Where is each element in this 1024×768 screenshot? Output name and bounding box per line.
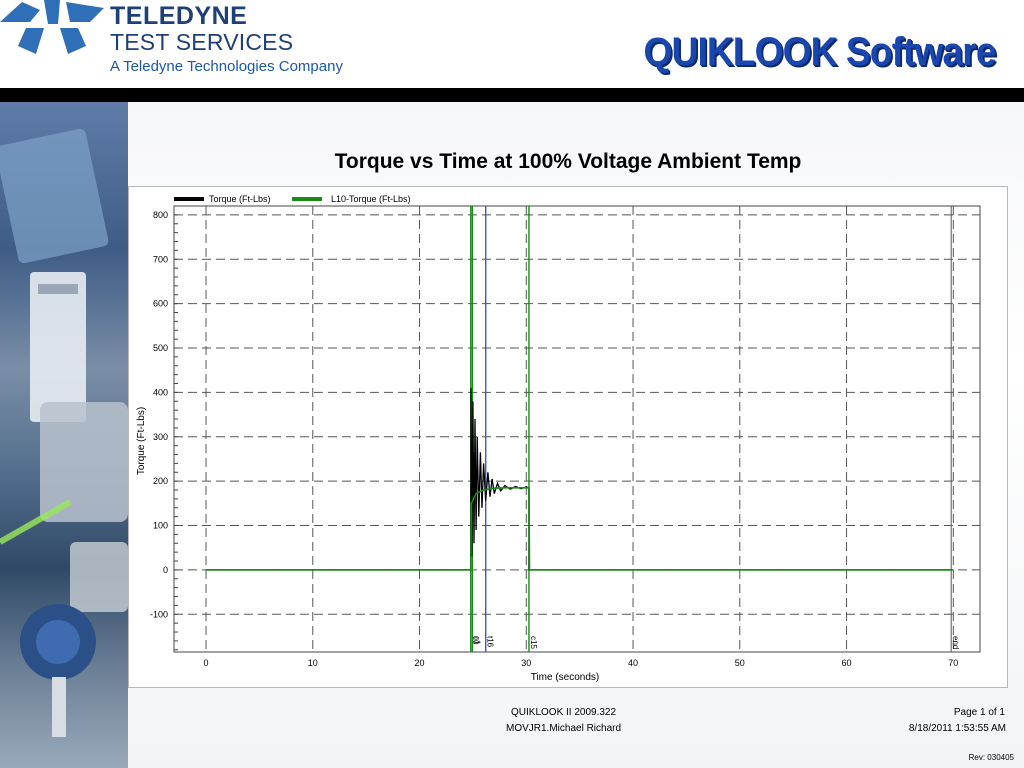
marker-label-t16: t16	[486, 636, 495, 648]
y-tick-label: 200	[153, 476, 168, 486]
software-version: QUIKLOOK II 2009.322	[511, 707, 617, 718]
page-number: Page 1 of 1	[953, 707, 1005, 718]
y-tick-label: 700	[153, 254, 168, 264]
x-tick-label: 10	[308, 658, 318, 668]
header: TELEDYNE TEST SERVICES A Teledyne Techno…	[0, 0, 1024, 88]
x-tick-label: 60	[842, 658, 852, 668]
marker-label-c1: c1	[472, 636, 481, 645]
teledyne-logo-icon	[0, 0, 104, 54]
y-tick-label: -100	[150, 609, 168, 619]
x-tick-label: 0	[204, 658, 209, 668]
revision: Rev: 030405	[968, 753, 1014, 762]
marker-label-end: end	[951, 636, 960, 649]
y-tick-label: 600	[153, 299, 168, 309]
series-line-l10-torque	[206, 487, 954, 571]
y-tick-label: 800	[153, 210, 168, 220]
marker-label-c15: c15	[529, 636, 538, 649]
y-tick-label: 100	[153, 521, 168, 531]
x-tick-label: 50	[735, 658, 745, 668]
page-title: Torque vs Time at 100% Voltage Ambient T…	[334, 150, 802, 173]
chart-panel: 0 10 20 30 40 50 60 70 -100 0 100 200 300 400 500 600 70…	[128, 186, 1008, 688]
plot-area	[173, 205, 981, 653]
y-tick-label: 500	[153, 343, 168, 353]
y-axis-label: Torque (Ft-Lbs)	[136, 407, 147, 475]
file-name: MOVJR1.Michael Richard	[506, 723, 622, 734]
x-axis-label: Time (seconds)	[531, 672, 600, 683]
marker-label-c0: c0	[471, 636, 480, 645]
x-tick-label: 30	[521, 658, 531, 668]
brand-name: TELEDYNE	[110, 2, 248, 30]
brand-subtitle: TEST SERVICES	[110, 29, 294, 55]
legend-label: L10-Torque (Ft-Lbs)	[331, 194, 411, 204]
brand-tagline: A Teledyne Technologies Company	[110, 58, 343, 75]
x-tick-label: 70	[948, 658, 958, 668]
legend-label: Torque (Ft-Lbs)	[209, 194, 271, 204]
x-tick-label: 40	[628, 658, 638, 668]
timestamp: 8/18/2011 1:53:55 AM	[908, 723, 1006, 734]
header-divider	[0, 88, 1024, 102]
torque-chart: 0 10 20 30 40 50 60 70 -100 0 100 200 300 400 500 600 70…	[136, 194, 981, 683]
product-title: QUIKLOOK Software	[643, 30, 997, 74]
y-tick-label: 300	[153, 432, 168, 442]
y-tick-label: 0	[163, 565, 168, 575]
y-tick-label: 400	[153, 387, 168, 397]
side-decorative-image	[0, 102, 128, 768]
x-tick-label: 20	[415, 658, 425, 668]
